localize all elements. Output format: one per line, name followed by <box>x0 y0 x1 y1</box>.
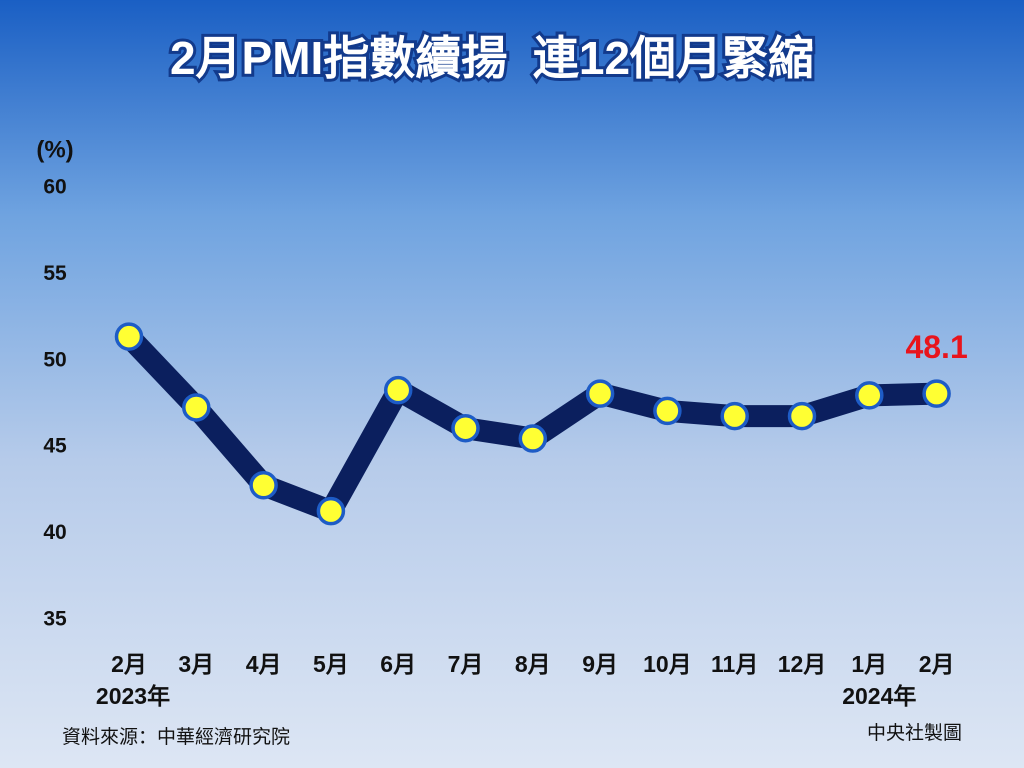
marker <box>114 322 144 351</box>
y-tick-label: 40 <box>43 521 66 544</box>
marker <box>316 496 346 526</box>
x-tick-label: 8月 <box>515 651 551 677</box>
y-tick-label: 55 <box>43 262 67 285</box>
x-tick-label: 6月 <box>380 651 416 677</box>
marker <box>855 381 884 410</box>
x-tick-label: 10月 <box>643 651 692 677</box>
x-tick-label: 9月 <box>582 651 618 677</box>
marker <box>383 375 413 405</box>
x-tick-label: 2月 <box>111 651 147 677</box>
credit-note: 中央社製圖 <box>867 722 962 744</box>
value-label: 48.1 <box>905 329 967 365</box>
year-label: 2023年 <box>96 683 170 709</box>
x-tick-label: 1月 <box>851 651 887 677</box>
x-tick-label: 12月 <box>778 651 827 677</box>
marker <box>720 401 749 431</box>
marker <box>585 379 615 408</box>
marker <box>249 470 278 500</box>
y-tick-label: 50 <box>43 348 66 371</box>
marker <box>518 424 548 453</box>
x-tick-label: 5月 <box>313 651 349 677</box>
x-tick-label: 4月 <box>246 651 282 677</box>
year-label: 2024年 <box>842 683 916 709</box>
marker <box>922 379 951 408</box>
marker <box>787 401 817 431</box>
chart-title: 2月PMI指數續揚 連12個月緊縮 <box>170 32 814 84</box>
y-axis-label: (%) <box>36 136 73 163</box>
marker <box>653 396 682 426</box>
x-tick-label: 11月 <box>711 651 758 677</box>
x-tick-label: 2月 <box>919 651 955 677</box>
y-tick-label: 45 <box>43 435 67 458</box>
y-tick-label: 60 <box>43 176 66 199</box>
marker <box>451 413 480 443</box>
marker <box>182 393 211 422</box>
x-tick-label: 7月 <box>448 651 484 677</box>
x-tick-label: 3月 <box>178 651 214 677</box>
source-note: 資料來源：中華經濟研究院 <box>62 726 290 748</box>
y-tick-label: 35 <box>43 608 67 631</box>
